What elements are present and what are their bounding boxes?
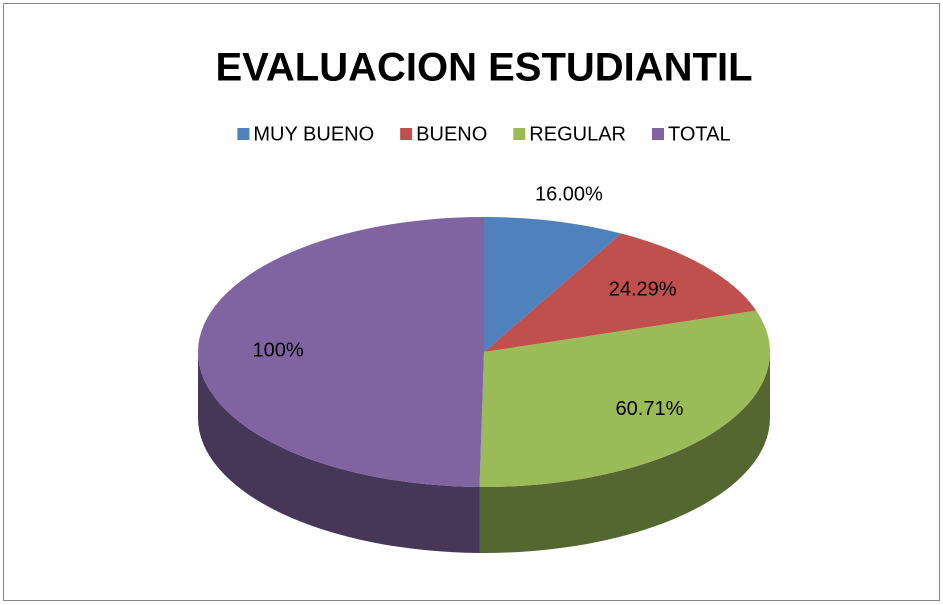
legend-item: BUENO bbox=[400, 123, 487, 145]
legend-item: REGULAR bbox=[513, 123, 626, 145]
slice-side bbox=[479, 352, 770, 553]
legend-label: MUY BUENO bbox=[253, 123, 374, 145]
data-label: 24.29% bbox=[609, 278, 677, 300]
legend-swatch bbox=[513, 128, 526, 140]
slice bbox=[484, 233, 757, 352]
legend-swatch bbox=[237, 128, 250, 140]
legend-label: BUENO bbox=[416, 123, 487, 145]
data-label: 100% bbox=[253, 340, 304, 362]
slice bbox=[479, 310, 770, 487]
legend-swatch bbox=[651, 128, 664, 140]
data-label: 60.71% bbox=[616, 398, 684, 420]
data-label: 16.00% bbox=[535, 183, 603, 205]
legend-label: REGULAR bbox=[529, 123, 626, 145]
slice-side bbox=[198, 352, 480, 553]
slice bbox=[197, 217, 484, 487]
legend-item: TOTAL bbox=[651, 123, 731, 145]
legend-item: MUY BUENO bbox=[237, 123, 374, 145]
legend-swatch bbox=[400, 128, 413, 140]
legend-label: TOTAL bbox=[668, 123, 731, 145]
slice bbox=[484, 217, 622, 352]
chart-title: EVALUACION ESTUDIANTIL bbox=[215, 46, 752, 90]
